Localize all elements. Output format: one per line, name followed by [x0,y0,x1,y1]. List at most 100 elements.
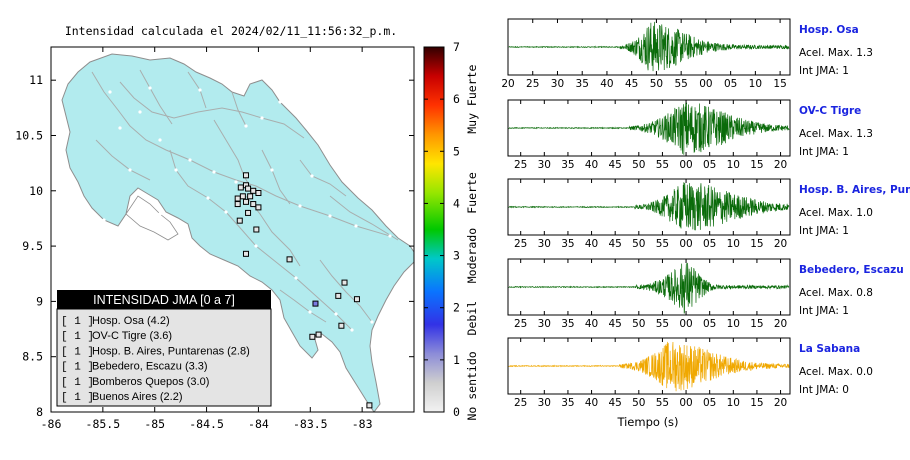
intensity-colorbar: 0 1 2 3 4 5 6 7 No sentido Debil Moderado Fuerte Mu… [423,40,479,421]
city-dot [198,88,202,92]
city-dot [354,224,358,228]
trace-tick-label: 10 [727,159,740,171]
colorbar-tick-label: 0 [453,405,460,419]
city-markers [102,86,392,332]
trace-tick-label: 35 [576,78,589,90]
colorbar-tick-label: 2 [453,301,460,315]
colorbar-tick-label: 6 [453,92,460,106]
trace-tick-label: 50 [650,78,663,90]
map-y-tick-label: 8.5 [22,350,43,364]
map-x-tick-label: -83 [352,417,373,431]
station-marker [245,209,252,216]
station-marker [250,187,257,194]
colorbar-scale [423,46,445,413]
station-marker [234,195,241,202]
trace-tick-label: 20 [501,78,514,90]
legend-jma: [ 1 ] [61,316,94,328]
colorbar-tick-label: 4 [453,196,460,210]
colorbar-tick-label: 7 [453,40,460,54]
trace-tick-label: 45 [608,159,621,171]
station-marker [312,300,319,307]
city-dot [188,158,192,162]
city-dot [244,124,248,128]
city-dot [260,116,264,120]
legend-station-label: Bomberos Quepos (3.0) [92,376,209,388]
trace-tick-label: 40 [585,318,598,330]
city-dot [294,276,298,280]
trace-tick-label: 55 [656,159,669,171]
city-dot [334,312,338,316]
trace-tick-label: 40 [585,238,598,250]
legend-body [56,308,272,407]
trace-int-label: Int JMA: 1 [799,225,849,237]
colorbar-tick-label: 5 [453,144,460,158]
legend-jma: [ 1 ] [61,346,94,358]
trace-int-label: Int JMA: 1 [799,146,849,158]
trace-acel-label: Acel. Max. 0.8 [799,287,873,299]
trace-tick-label: 35 [561,397,574,409]
colorbar-category-label: Muy Fuerte [465,64,479,133]
colorbar-tick-label: 3 [453,249,460,263]
waveform [508,21,790,72]
trace-acel-label: Acel. Max. 1.3 [799,47,873,59]
nicoya-gulf [125,195,179,241]
intensity-legend: INTENSIDAD JMA [0 a 7] [ 1 ]Hosp. Osa (4… [56,290,272,407]
trace-int-label: Int JMA: 0 [799,384,849,396]
seismogram-panel: 20 25 30 35 40 45 50 55 00 05 10 15 Hosp. Osa Acel. M… [501,18,873,90]
waveform [508,102,790,155]
legend-station-label: OV-C Tigre (3.6) [92,330,172,342]
trace-tick-label: 10 [727,397,740,409]
city-dot [388,234,392,238]
city-dot [224,210,228,214]
trace-tick-label: 40 [585,159,598,171]
trace-station-name: La Sabana [799,343,860,355]
map-x-tick-label: -85 [144,417,165,431]
city-dot [108,90,112,94]
colorbar-category-label: Debil [465,301,479,336]
station-marker [338,322,345,329]
city-dot [328,214,332,218]
trace-tick-label: 40 [600,78,613,90]
trace-tick-label: 35 [561,318,574,330]
trace-tick-label: 55 [656,397,669,409]
trace-tick-label: 20 [774,318,787,330]
seismogram-panel: 25 30 35 40 45 50 55 00 05 10 15 20 OV-C Tigre Acel. … [507,99,873,171]
trace-tick-label: 30 [538,318,551,330]
trace-tick-label: 05 [703,159,716,171]
trace-tick-label: 25 [514,397,527,409]
trace-tick-label: 15 [750,238,763,250]
legend-title-bg [57,290,271,309]
map-y-tick-label: 10.5 [15,128,43,142]
legend-title: INTENSIDAD JMA [0 a 7] [93,293,235,307]
station-marker [286,256,293,263]
trace-tick-label: 10 [727,238,740,250]
colorbar-category-label: Fuerte [465,172,479,214]
station-marker [234,201,241,208]
station-marker [255,190,262,196]
trace-tick-label: 50 [632,238,645,250]
map-title: Intensidad calculada el 2024/02/11_11:56… [65,24,397,38]
trace-tick-label: 50 [632,318,645,330]
trace-tick-label: 45 [608,318,621,330]
trace-tick-label: 00 [679,159,692,171]
trace-station-name: Hosp. Osa [799,24,859,36]
station-marker [366,402,373,409]
trace-tick-label: 15 [773,78,786,90]
station-marker [315,331,322,338]
trace-tick-label: 05 [703,318,716,330]
city-dot [102,218,106,222]
station-marker [255,204,262,211]
trace-tick-label: 30 [538,397,551,409]
city-dot [278,100,282,104]
station-marker [250,201,257,208]
trace-tick-label: 45 [625,78,638,90]
seismogram-panel: 25 30 35 40 45 50 55 00 05 10 15 20 La Sabana Acel. M… [507,337,873,409]
trace-tick-label: 35 [561,159,574,171]
trace-tick-label: 45 [608,397,621,409]
trace-tick-label: 50 [632,159,645,171]
trace-tick-label: 00 [679,397,692,409]
trace-tick-label: 10 [749,78,762,90]
trace-acel-label: Acel. Max. 1.0 [799,207,873,219]
station-marker [242,172,249,179]
